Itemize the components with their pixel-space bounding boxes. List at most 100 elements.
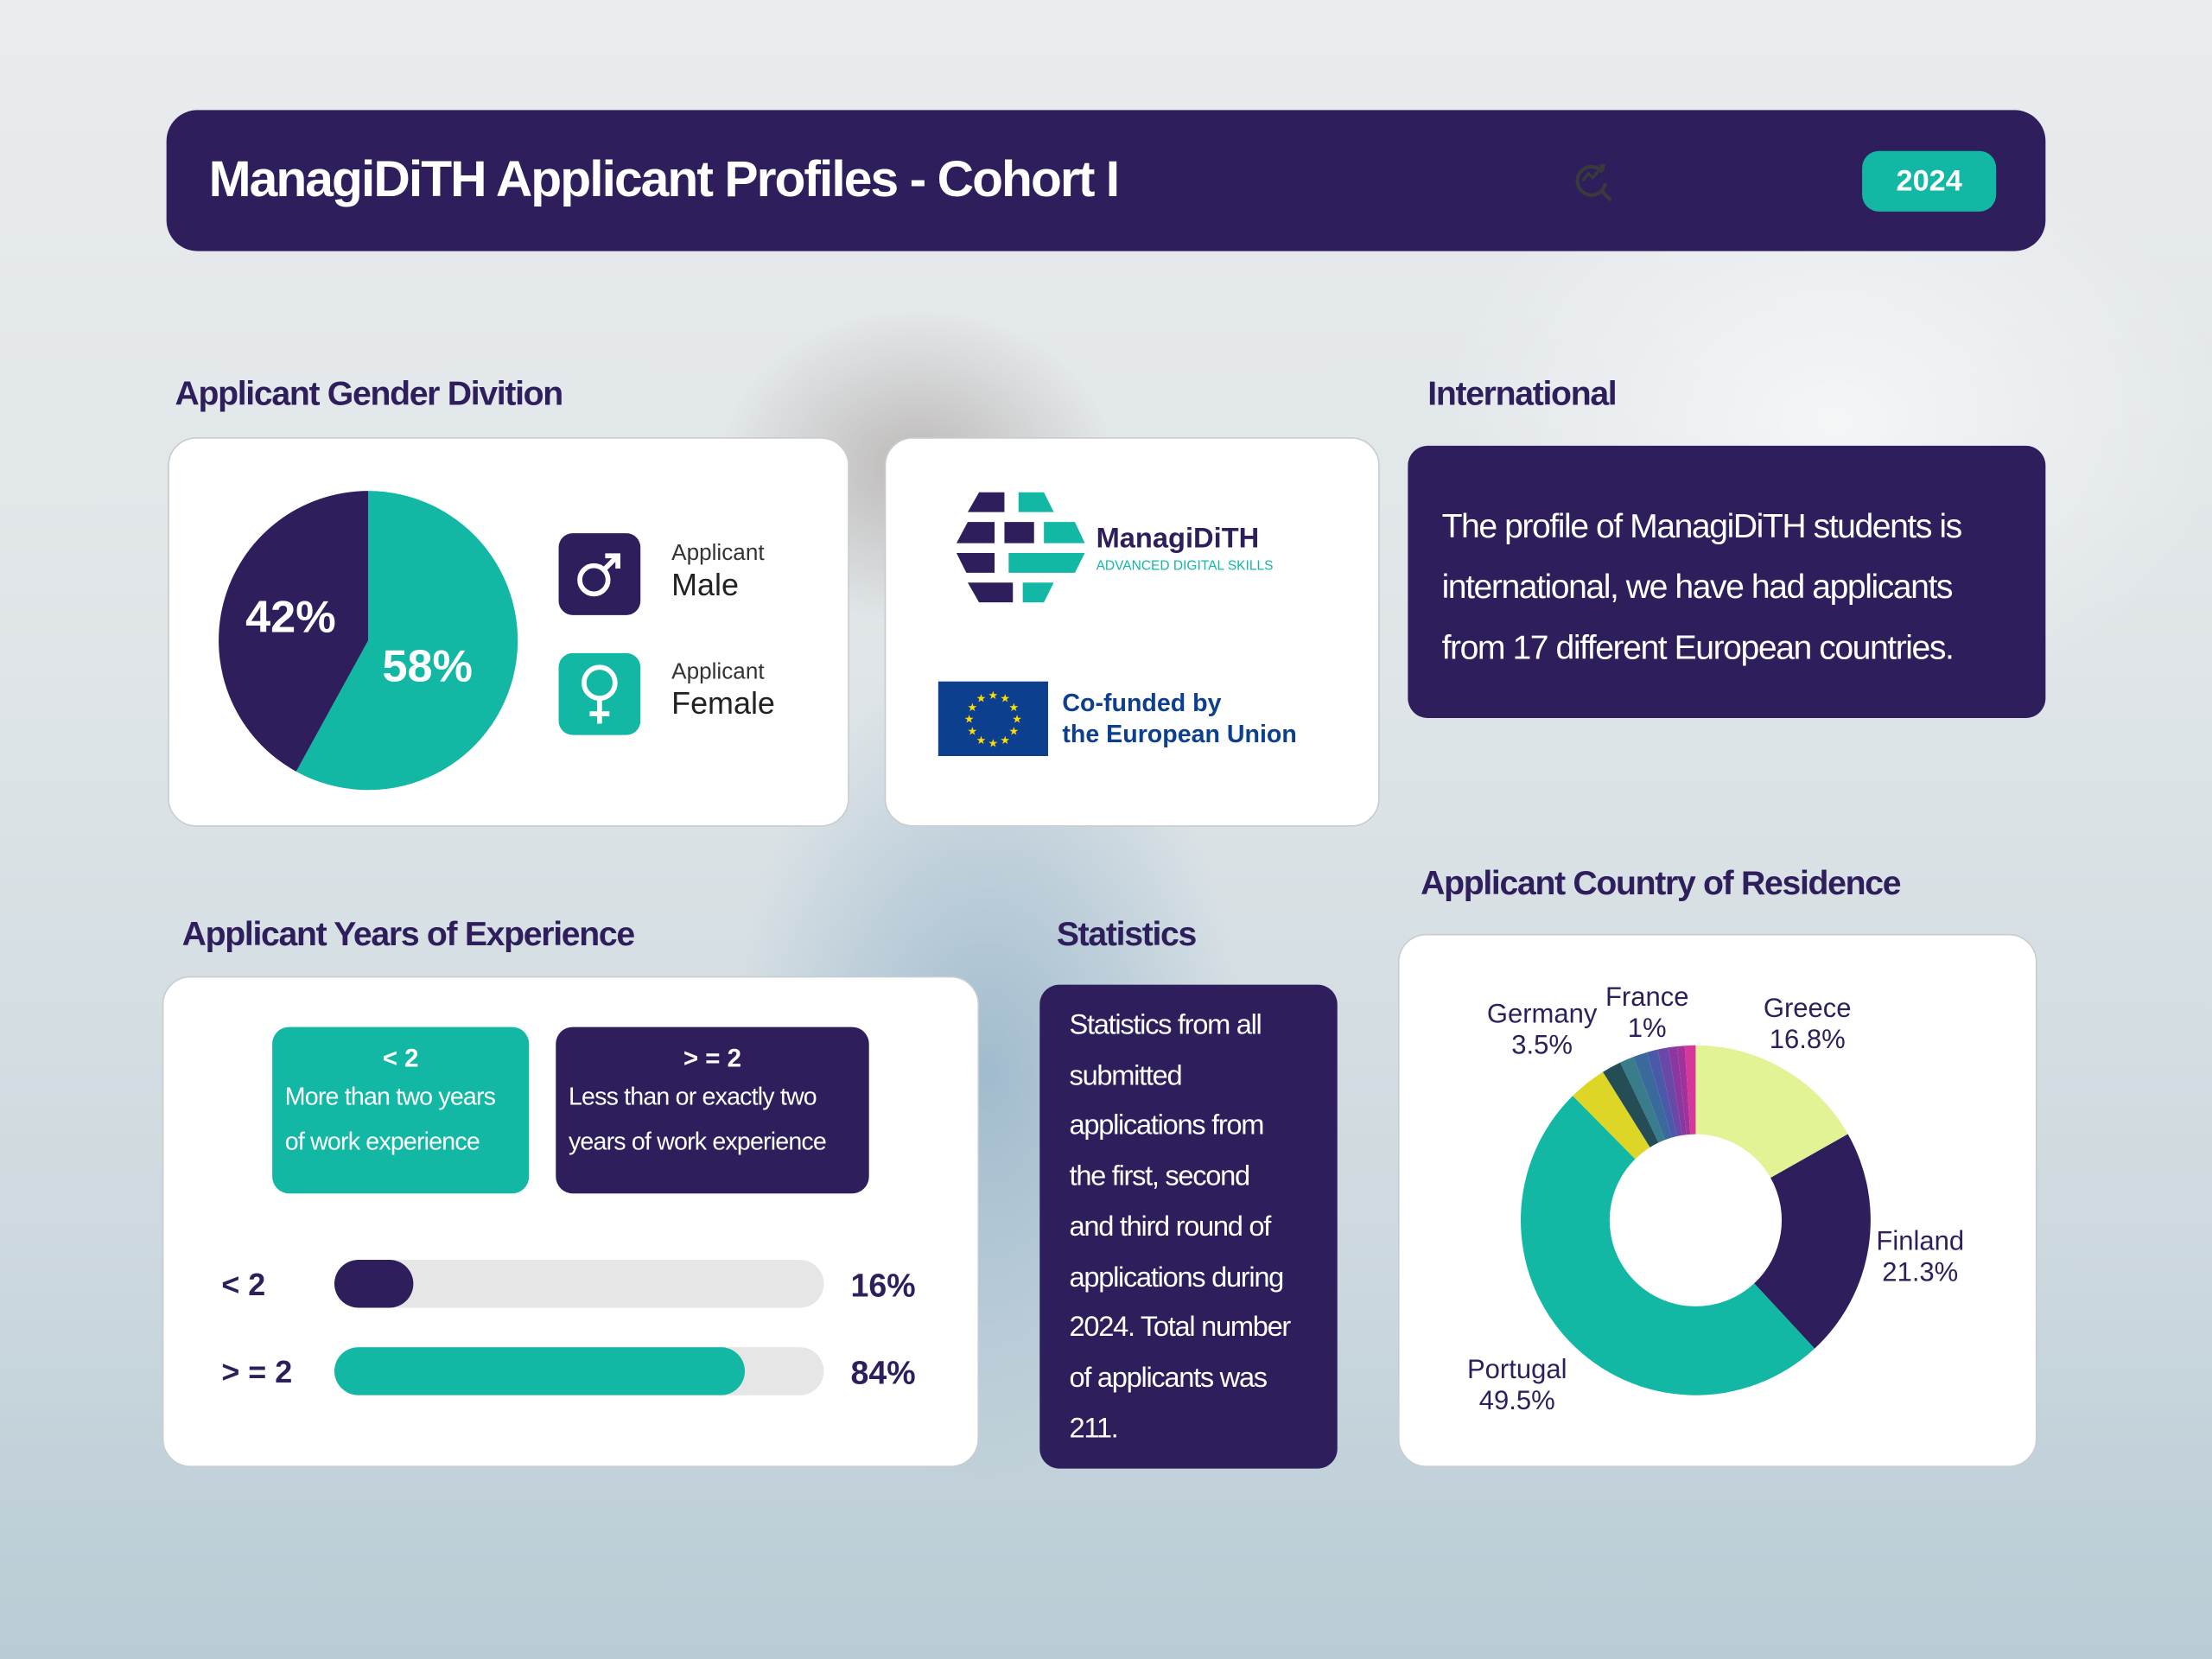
slice-female	[296, 491, 518, 791]
statistics-line: of applicants was	[1069, 1363, 1268, 1394]
slice-other	[1668, 1046, 1687, 1135]
country-pct: 16.8%	[1769, 1025, 1846, 1056]
female-legend-prefix: Applicant	[671, 660, 765, 684]
brand-tagline: ADVANCED DIGITAL SKILLS	[1096, 558, 1274, 575]
country-section-title: Applicant Country of Residence	[1421, 864, 1901, 903]
country-pct: 21.3%	[1882, 1258, 1959, 1288]
slice-other	[1620, 1057, 1665, 1143]
female-pct-label: 58%	[382, 640, 474, 691]
statistics-line: the first, second	[1069, 1160, 1251, 1192]
eu-line-2: the European Union	[1062, 719, 1297, 748]
eu-star: ★	[964, 713, 975, 726]
eu-line-1: Co-funded by	[1062, 688, 1222, 717]
label-greece: Greece 16.8%	[1764, 995, 1852, 1057]
international-box: The profile of ManagiDiTH students is in…	[1408, 445, 2046, 719]
legend-less-than-2: < 2 More than two years of work experienc…	[272, 1027, 530, 1194]
legend-desc-line: More than two years	[284, 1082, 496, 1110]
male-icon	[558, 533, 641, 615]
page-title: ManagiDiTH Applicant Profiles - Cohort I	[208, 149, 1121, 207]
female-icon	[558, 652, 641, 735]
statistics-line: and third round of	[1069, 1211, 1272, 1243]
bar-fill-less-than-2	[334, 1259, 413, 1308]
eu-star: ★	[988, 689, 999, 702]
experience-card: < 2 More than two years of work experienc…	[162, 976, 980, 1467]
statistics-section-title: Statistics	[1056, 915, 1197, 954]
statistics-line: submitted	[1069, 1060, 1183, 1092]
eu-star: ★	[988, 736, 999, 749]
female-legend-label: Female	[671, 685, 775, 721]
eu-star: ★	[1000, 734, 1010, 747]
statistics-line: Statistics from all	[1069, 1009, 1262, 1041]
slice-other	[1676, 1046, 1691, 1135]
international-text: The profile of ManagiDiTH students is in…	[1441, 497, 1963, 679]
logos-card: ManagiDiTH ADVANCED DIGITAL SKILLS ★ ★ ★ ★ ★…	[884, 437, 1380, 827]
label-germany: Germany 3.5%	[1487, 1001, 1598, 1063]
statistics-line: 2024. Total number	[1069, 1312, 1292, 1344]
eu-star: ★	[1012, 713, 1022, 726]
statistics-line: 211.	[1069, 1413, 1119, 1445]
eu-star: ★	[1009, 725, 1020, 738]
country-pct: 3.5%	[1511, 1031, 1573, 1061]
eu-flag-icon: ★ ★★★★★★★★★★★	[938, 681, 1049, 757]
eu-star: ★	[967, 701, 977, 714]
country-name: Portugal	[1466, 1355, 1567, 1386]
bar-label: > = 2	[221, 1354, 293, 1390]
chart-search-icon	[1575, 163, 1612, 202]
legend-desc: Less than or exactly two years of work ex…	[556, 1073, 868, 1163]
legend-desc-line: of work experience	[284, 1127, 480, 1156]
international-line: international, we have had applicants	[1441, 568, 1954, 607]
male-legend-prefix: Applicant	[671, 541, 765, 566]
experience-section-title: Applicant Years of Experience	[181, 915, 636, 954]
legend-key: > = 2	[683, 1044, 741, 1072]
header-bar: ManagiDiTH Applicant Profiles - Cohort I…	[166, 110, 2046, 251]
bar-pct: 16%	[850, 1267, 916, 1304]
eu-star: ★	[976, 734, 987, 747]
legend-2-or-more: > = 2 Less than or exactly two years of w…	[556, 1027, 869, 1194]
slice-other	[1633, 1052, 1672, 1141]
legend-desc: More than two years of work experience	[272, 1073, 529, 1163]
bar-track	[334, 1347, 824, 1395]
male-pct-label: 42%	[245, 591, 336, 642]
country-name: Germany	[1486, 1000, 1598, 1030]
legend-desc-line: Less than or exactly two	[568, 1082, 817, 1110]
gender-section-title: Applicant Gender Divition	[175, 375, 563, 414]
statistics-line: applications during	[1069, 1262, 1285, 1294]
slice-portugal	[1520, 1096, 1815, 1395]
label-france: France 1%	[1605, 983, 1689, 1046]
country-donut-chart	[1520, 1045, 1871, 1395]
gender-pie-chart	[219, 491, 518, 791]
statistics-line: applications from	[1069, 1110, 1265, 1142]
eu-star: ★	[976, 692, 987, 705]
country-pct: 49.5%	[1478, 1386, 1555, 1417]
eu-star: ★	[1000, 692, 1010, 705]
legend-desc-line: years of work experience	[568, 1127, 827, 1156]
bar-fill-2-or-more	[334, 1347, 746, 1395]
country-card: Germany 3.5% France 1% Greece 16.8% Finland…	[1397, 933, 2037, 1467]
country-name: France	[1605, 982, 1689, 1014]
legend-key: < 2	[382, 1044, 419, 1072]
slice-other	[1603, 1062, 1659, 1147]
gender-card: 42% 58% Applicant Male Applicant Female	[168, 437, 849, 827]
country-name: Finland	[1876, 1227, 1965, 1257]
eu-star: ★	[967, 725, 977, 738]
international-line: from 17 different European countries.	[1441, 629, 1955, 668]
year-badge: 2024	[1862, 150, 1997, 212]
label-portugal: Portugal 49.5%	[1467, 1356, 1567, 1418]
brand-name: ManagiDiTH	[1096, 523, 1260, 555]
slice-germany	[1573, 1071, 1650, 1160]
slice-other	[1657, 1047, 1682, 1137]
statistics-text: Statistics from all submitted applications…	[1069, 1001, 1292, 1455]
international-section-title: International	[1427, 375, 1617, 414]
bar-track	[334, 1259, 824, 1308]
label-finland: Finland 21.3%	[1876, 1227, 1964, 1289]
male-legend-label: Male	[671, 567, 739, 603]
international-line: The profile of ManagiDiTH students is	[1441, 507, 1963, 546]
slice-france	[1684, 1045, 1696, 1135]
managidith-logo-icon	[956, 492, 1085, 603]
statistics-box: Statistics from all submitted applications…	[1039, 984, 1338, 1469]
bar-pct: 84%	[850, 1354, 916, 1391]
eu-cofunded-text: Co-funded by the European Union	[1062, 687, 1296, 749]
slice-finland	[1754, 1134, 1871, 1349]
male-legend: Applicant Male	[671, 542, 764, 604]
